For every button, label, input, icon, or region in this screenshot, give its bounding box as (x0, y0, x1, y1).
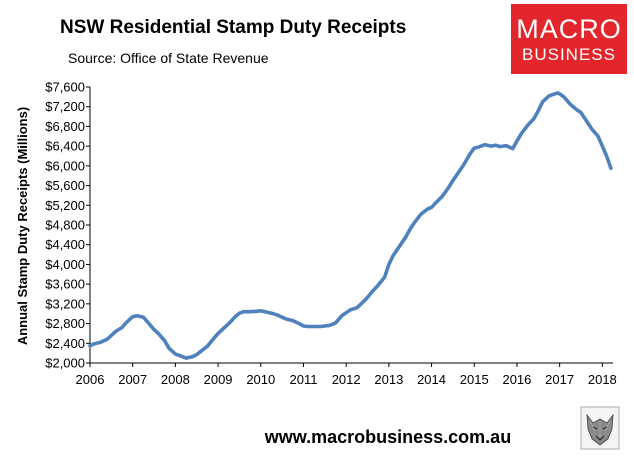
y-axis-ticks: $2,000 $2,400 $2,800 $3,200 $3,600 $4,000 $4,4… (45, 80, 90, 371)
logo-line-1: MACRO (516, 14, 622, 44)
x-tick-label: 2007 (118, 372, 147, 387)
logo-background (511, 4, 627, 74)
y-tick-label: $2,000 (45, 356, 85, 371)
y-tick-label: $4,400 (45, 237, 85, 252)
chart-title: NSW Residential Stamp Duty Receipts (60, 17, 406, 38)
chart-subtitle: Source: Office of State Revenue (68, 50, 269, 66)
y-tick-label: $7,200 (45, 99, 85, 114)
x-tick-label: 2015 (460, 372, 489, 387)
x-tick-label: 2018 (588, 372, 617, 387)
y-tick-label: $7,600 (45, 80, 85, 95)
logo-line-2: BUSINESS (522, 45, 616, 64)
y-axis-label: Annual Stamp Duty Receipts (Millions) (15, 107, 30, 345)
y-tick-label: $5,200 (45, 198, 85, 213)
x-tick-label: 2009 (204, 372, 233, 387)
y-tick-label: $3,600 (45, 277, 85, 292)
series-line (88, 91, 613, 360)
x-tick-label: 2010 (246, 372, 275, 387)
x-tick-label: 2008 (161, 372, 190, 387)
x-tick-label: 2011 (289, 372, 317, 387)
y-tick-label: $3,200 (45, 296, 85, 311)
x-tick-label: 2013 (374, 372, 403, 387)
x-tick-label: 2012 (332, 372, 361, 387)
website-url: www.macrobusiness.com.au (264, 427, 511, 447)
macro-business-logo: MACRO BUSINESS (511, 4, 627, 74)
y-tick-label: $4,000 (45, 257, 85, 272)
x-tick-label: 2006 (76, 372, 105, 387)
y-tick-label: $6,000 (45, 158, 85, 173)
y-tick-label: $2,800 (45, 316, 85, 331)
x-tick-label: 2017 (545, 372, 574, 387)
y-tick-label: $6,800 (45, 119, 85, 134)
y-tick-label: $6,400 (45, 139, 85, 154)
x-tick-label: 2014 (417, 372, 446, 387)
y-tick-label: $2,400 (45, 336, 85, 351)
y-tick-label: $4,800 (45, 218, 85, 233)
x-tick-label: 2016 (502, 372, 531, 387)
y-tick-label: $5,600 (45, 178, 85, 193)
wolf-head-icon (580, 406, 620, 450)
x-axis-ticks: 2006 2007 2008 2009 2010 2011 2012 2013 2014 2015… (76, 363, 617, 387)
